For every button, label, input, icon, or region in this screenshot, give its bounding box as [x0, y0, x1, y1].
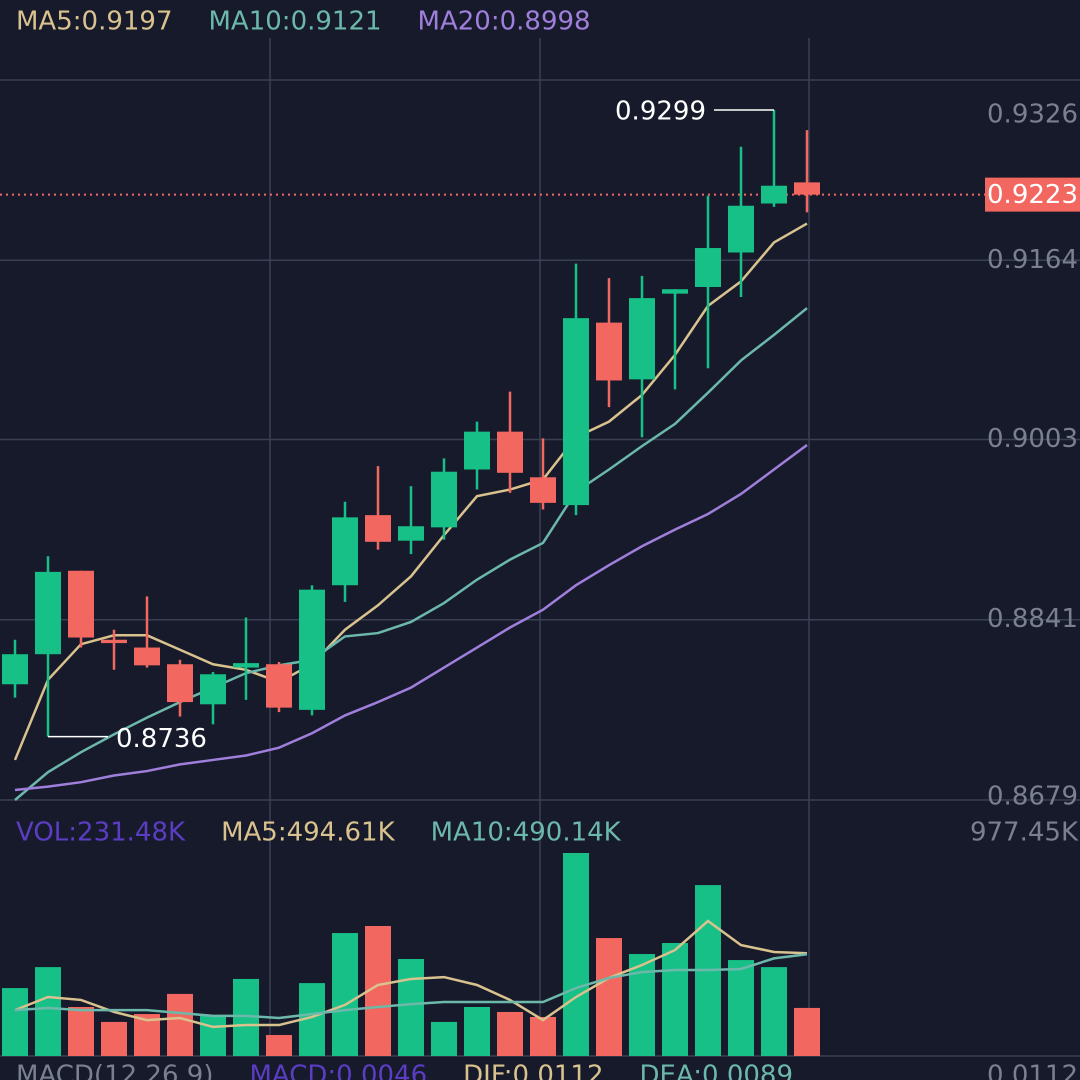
volume-ma-line [14, 919, 808, 1029]
volume-bar [398, 959, 424, 1056]
legend-item: MA20:0.8998 [418, 7, 591, 37]
candle-body [761, 185, 787, 204]
volume-bar [464, 1006, 490, 1056]
ma-line [14, 307, 808, 801]
candle-body [398, 526, 424, 541]
candle-body [299, 589, 325, 710]
candle-body [728, 205, 754, 253]
candle-body [662, 289, 688, 294]
candle-body [332, 517, 358, 586]
legend-item: MA5:0.9197 [16, 7, 173, 37]
volume-bar [431, 1021, 457, 1056]
candle-body [596, 322, 622, 381]
legend-item: MA10:490.14K [431, 818, 622, 848]
last-price-tag [985, 177, 1080, 212]
volume-bar [332, 933, 358, 1056]
last-price-label: 0.9223 [987, 180, 1078, 210]
candle-body [68, 570, 94, 638]
legend-item: DIF:0.0112 [463, 1061, 603, 1080]
volume-bar [266, 1035, 292, 1056]
candle-body [629, 298, 655, 380]
volume-bar [2, 988, 28, 1056]
candle-body [695, 248, 721, 287]
volume-bar [167, 993, 193, 1056]
candle-body [134, 647, 160, 666]
candle-body [101, 639, 127, 644]
volume-bar [68, 1006, 94, 1056]
volume-bar [596, 938, 622, 1056]
legend-item: MACD:0.0046 [249, 1061, 427, 1080]
volume-ma-line [14, 952, 808, 1020]
y-tick-label: 0.8679 [987, 782, 1078, 812]
candle-body [431, 471, 457, 528]
volume-bar [200, 1015, 226, 1056]
y-tick-label: 0.9164 [987, 245, 1078, 275]
min-label: 0.8736 [116, 724, 207, 754]
y-tick-label: 0.0112 [987, 1061, 1078, 1080]
candle-body [530, 477, 556, 503]
candle-body [233, 663, 259, 668]
volume-bar [35, 967, 61, 1056]
candle-body [497, 431, 523, 473]
volume-bar [728, 960, 754, 1056]
candle-body [464, 431, 490, 470]
volume-bar [662, 943, 688, 1056]
candle-body [794, 182, 820, 195]
ma-line [14, 444, 808, 792]
y-tick-label: 0.8841 [987, 604, 1078, 634]
candle-body [200, 674, 226, 705]
volume-bar [563, 853, 589, 1056]
legend-item: MA10:0.9121 [209, 7, 382, 37]
candle-body [2, 654, 28, 685]
candle-body [365, 515, 391, 542]
volume-bar [497, 1011, 523, 1056]
y-tick-label: 977.45K [970, 818, 1079, 848]
max-label: 0.9299 [615, 97, 706, 127]
candle-body [563, 318, 589, 506]
y-tick-label: 0.9326 [987, 100, 1078, 130]
candle-body [266, 664, 292, 708]
volume-bar [794, 1007, 820, 1056]
volume-bar [101, 1021, 127, 1056]
candle-body [167, 664, 193, 703]
y-tick-label: 0.9003 [987, 424, 1078, 454]
volume-bar [761, 967, 787, 1056]
legend-item: MA5:494.61K [221, 818, 395, 848]
legend-item: VOL:231.48K [16, 818, 186, 848]
candle-body [35, 571, 61, 655]
legend-item: MACD(12,26,9) [16, 1061, 213, 1080]
volume-bar [530, 1016, 556, 1056]
legend-item: DEA:0.0089 [640, 1061, 794, 1080]
